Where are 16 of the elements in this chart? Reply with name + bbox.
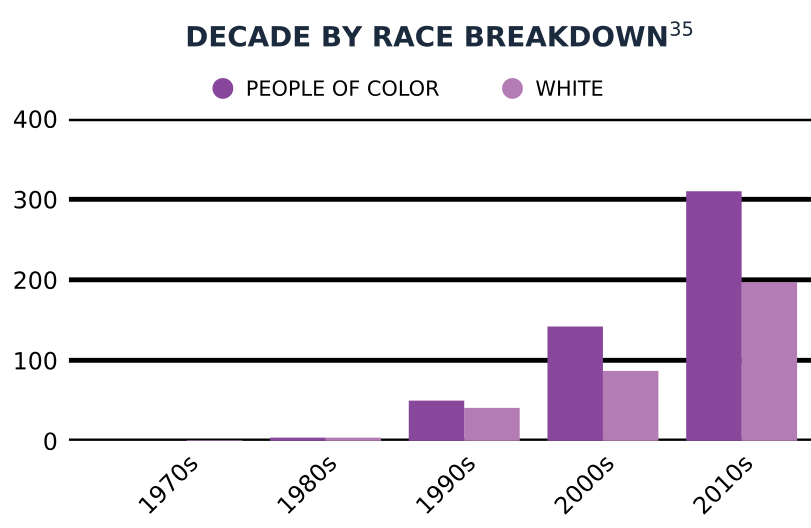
y-tick-label: 300 [14, 190, 56, 209]
bar [326, 438, 382, 441]
bar [270, 438, 326, 441]
bar [686, 191, 742, 441]
y-tick-label: 0 [44, 432, 56, 450]
bar [547, 326, 603, 441]
bar [464, 408, 520, 441]
y-tick-label: 200 [14, 271, 56, 290]
y-tick-label: 100 [15, 352, 56, 370]
chart-title: DECADE BY RACE BREAKDOWN$^{35}$ [188, 21, 692, 47]
bar [602, 370, 658, 441]
bar [742, 282, 798, 441]
legend-label: PEOPLE OF COLOR [248, 80, 439, 96]
y-tick-label: 400 [14, 110, 56, 128]
legend-label: WHITE [536, 80, 602, 96]
bar [408, 400, 464, 441]
